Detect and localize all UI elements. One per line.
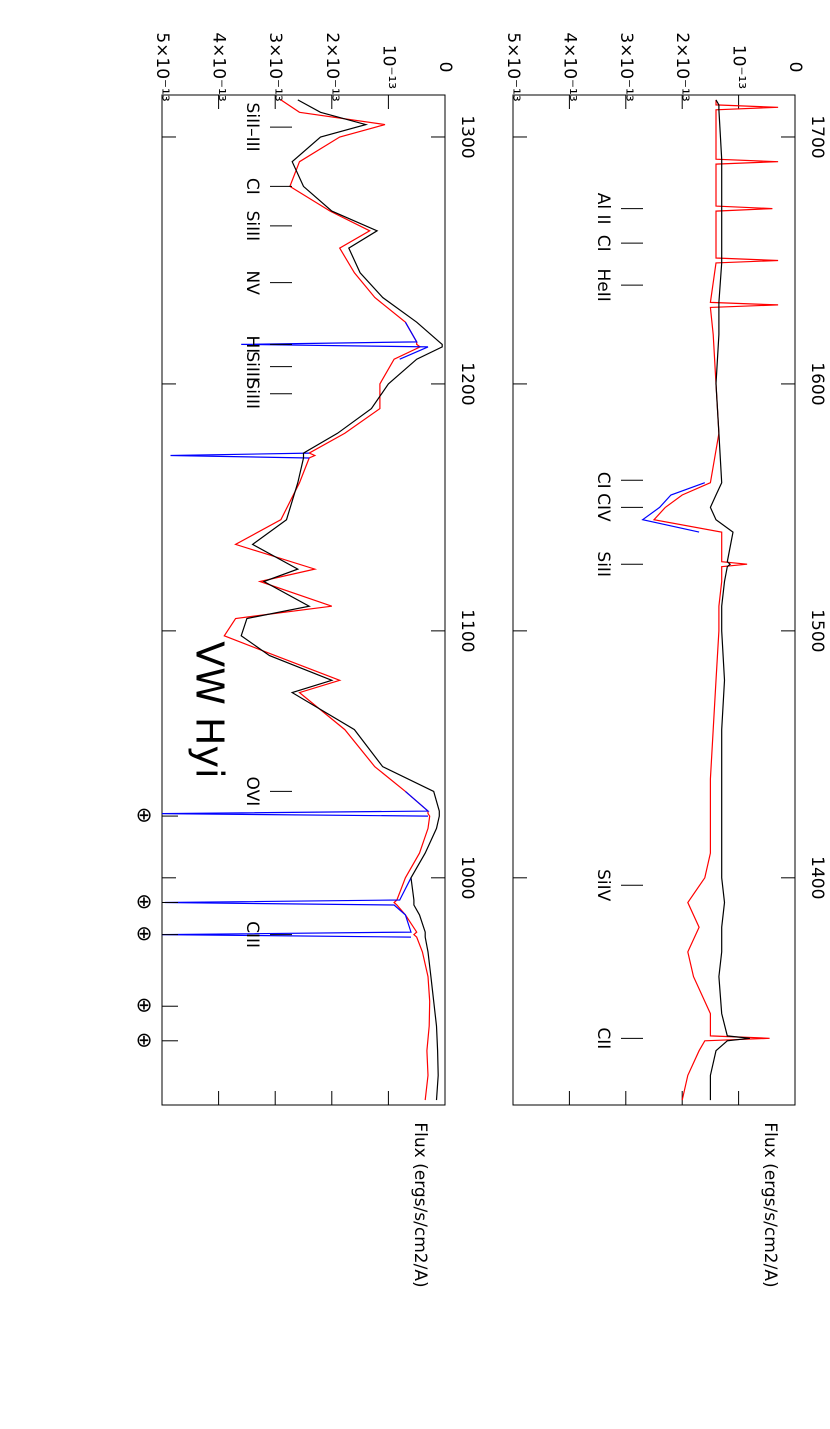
x-tick-label: 1200: [457, 362, 477, 405]
spectrum-line: [240, 99, 443, 1101]
y-tick-label: 5×10⁻¹³: [152, 32, 172, 101]
spectrum-line: [223, 99, 431, 1101]
line-id-label: CI: [593, 472, 613, 489]
y-tick-label: 5×10⁻¹³: [503, 32, 523, 101]
spectrum-line: [652, 99, 779, 1101]
line-id-label: NV: [242, 270, 262, 295]
line-id-label: CII: [593, 1027, 613, 1049]
line-id-label: HeII: [593, 269, 613, 302]
line-id-label: SiIII: [242, 351, 262, 382]
line-id-label: SiII–III: [242, 103, 262, 152]
y-tick-label: 10⁻¹³: [378, 45, 398, 89]
line-id-label: CIII: [242, 921, 262, 948]
spectrum-line: [709, 99, 750, 1101]
line-id-label: CI: [593, 235, 613, 252]
plot-frame: [161, 94, 446, 1106]
x-tick-label: 1300: [457, 115, 477, 158]
line-id-label: CIV: [593, 493, 613, 522]
line-id-label: OVI: [242, 777, 262, 807]
y-tick-label: 4×10⁻¹³: [209, 32, 229, 101]
x-tick-label: 1600: [807, 362, 827, 405]
geocoronal-symbol: ⊕: [136, 921, 153, 945]
geocoronal-symbol: ⊕: [136, 889, 153, 913]
y-tick-label: 4×10⁻¹³: [559, 32, 579, 101]
y-tick-label: 2×10⁻¹³: [672, 32, 692, 101]
geocoronal-symbol: ⊕: [136, 1027, 153, 1051]
line-id-label: CI: [242, 178, 262, 195]
line-id-label: SiIII: [242, 379, 262, 410]
y-tick-label: 3×10⁻¹³: [265, 32, 285, 101]
y-axis-label: Flux (ergs/s/cm2/A): [410, 1122, 430, 1287]
line-id-label: SiIII: [242, 211, 262, 242]
y-tick-label: 10⁻¹³: [729, 45, 749, 89]
line-id-label: HI: [242, 336, 262, 354]
line-id-label: SiIV: [593, 869, 613, 902]
line-id-label: SiII: [593, 551, 613, 577]
y-tick-label: 2×10⁻¹³: [322, 32, 342, 101]
line-id-label: Al II: [593, 193, 613, 225]
y-tick-label: 0: [435, 62, 455, 73]
geocoronal-symbol: ⊕: [136, 803, 153, 827]
x-tick-label: 1100: [457, 609, 477, 652]
x-tick-label: 1700: [807, 115, 827, 158]
y-axis-label: Flux (ergs/s/cm2/A): [760, 1122, 780, 1287]
x-tick-label: 1000: [457, 856, 477, 899]
plot-frame: [512, 94, 796, 1106]
spectrum-line: [161, 321, 430, 938]
y-tick-label: 3×10⁻¹³: [616, 32, 636, 101]
x-tick-label: 1400: [807, 856, 827, 899]
y-tick-label: 0: [785, 62, 805, 73]
x-tick-label: 1500: [807, 609, 827, 652]
chart-title: VW Hyi: [188, 641, 232, 778]
spectrum-line: [641, 482, 706, 533]
geocoronal-symbol: ⊕: [136, 993, 153, 1017]
